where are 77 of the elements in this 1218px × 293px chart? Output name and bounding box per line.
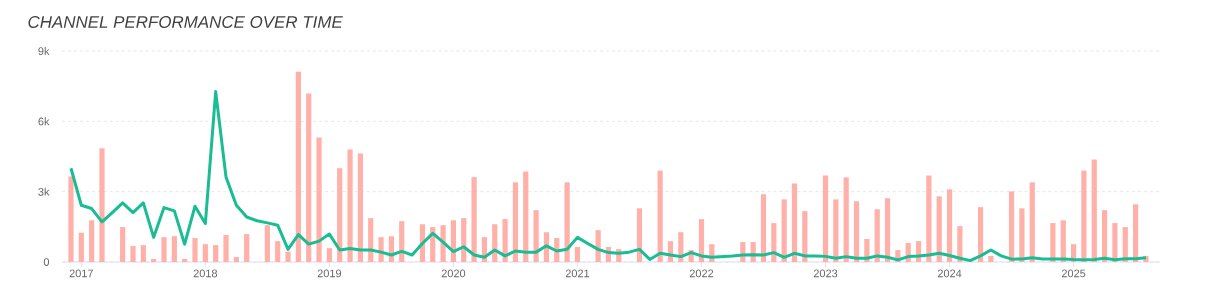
bar <box>223 235 229 262</box>
bar <box>564 182 570 262</box>
bar <box>161 237 167 262</box>
bar <box>316 137 322 262</box>
bar <box>946 189 953 262</box>
y-tick-label: 3k <box>38 187 50 196</box>
bar <box>512 182 519 262</box>
bar <box>213 245 219 262</box>
bar <box>1101 210 1108 262</box>
bar <box>192 238 198 262</box>
bar <box>1050 223 1056 262</box>
bar <box>698 219 705 262</box>
bar <box>1091 159 1097 262</box>
bar <box>368 218 374 262</box>
bar <box>130 246 136 262</box>
bar <box>636 208 643 262</box>
bar <box>337 168 343 262</box>
bar <box>657 170 663 262</box>
bar <box>306 93 312 262</box>
bar <box>244 234 250 262</box>
bar <box>202 244 208 262</box>
bar <box>884 198 891 262</box>
bar <box>833 199 839 262</box>
x-tick-label: 2020 <box>441 269 466 278</box>
bar <box>977 207 984 262</box>
bar <box>182 258 188 262</box>
bar <box>523 171 529 262</box>
bar <box>843 177 849 262</box>
bar <box>926 175 932 262</box>
bar <box>936 196 942 262</box>
x-tick-label: 2024 <box>937 269 962 278</box>
bar <box>357 153 363 262</box>
bar <box>233 257 239 262</box>
bar <box>1081 170 1087 262</box>
bar <box>68 176 74 262</box>
bar <box>295 71 301 262</box>
bar <box>171 236 177 262</box>
y-tick-label: 9k <box>38 46 50 56</box>
x-tick-label: 2025 <box>1061 269 1086 278</box>
bar <box>781 199 787 262</box>
bar <box>471 177 477 262</box>
bar <box>1133 204 1139 262</box>
bar <box>988 255 994 262</box>
bar <box>326 248 332 262</box>
x-tick-label: 2017 <box>69 269 93 278</box>
x-tick-label: 2023 <box>813 269 838 278</box>
bar <box>853 201 860 262</box>
bar <box>120 227 126 262</box>
bar <box>1112 223 1118 262</box>
bar <box>78 232 84 262</box>
bar <box>264 225 270 262</box>
bar <box>574 247 581 262</box>
x-tick-label: 2018 <box>193 269 218 278</box>
bar <box>140 245 146 262</box>
bar <box>99 148 105 262</box>
bar <box>802 211 808 262</box>
bar <box>347 149 353 262</box>
chart-title: CHANNEL PERFORMANCE OVER TIME <box>28 16 343 28</box>
bar <box>533 210 539 262</box>
x-tick-label: 2019 <box>317 269 342 278</box>
bar <box>822 175 829 262</box>
bar <box>760 194 767 262</box>
bar <box>1060 220 1066 262</box>
x-tick-label: 2022 <box>689 269 714 278</box>
bar <box>791 183 798 262</box>
bar <box>151 258 157 262</box>
bar <box>1029 182 1035 262</box>
bar <box>874 209 880 262</box>
y-tick-label: 6k <box>38 117 50 126</box>
bar <box>1019 208 1025 262</box>
bar <box>89 220 95 262</box>
bar <box>275 241 281 262</box>
bar <box>1008 191 1015 262</box>
x-tick-label: 2021 <box>565 269 590 278</box>
bar <box>285 251 291 262</box>
bar <box>502 219 508 262</box>
y-tick-label: 0 <box>43 258 50 266</box>
